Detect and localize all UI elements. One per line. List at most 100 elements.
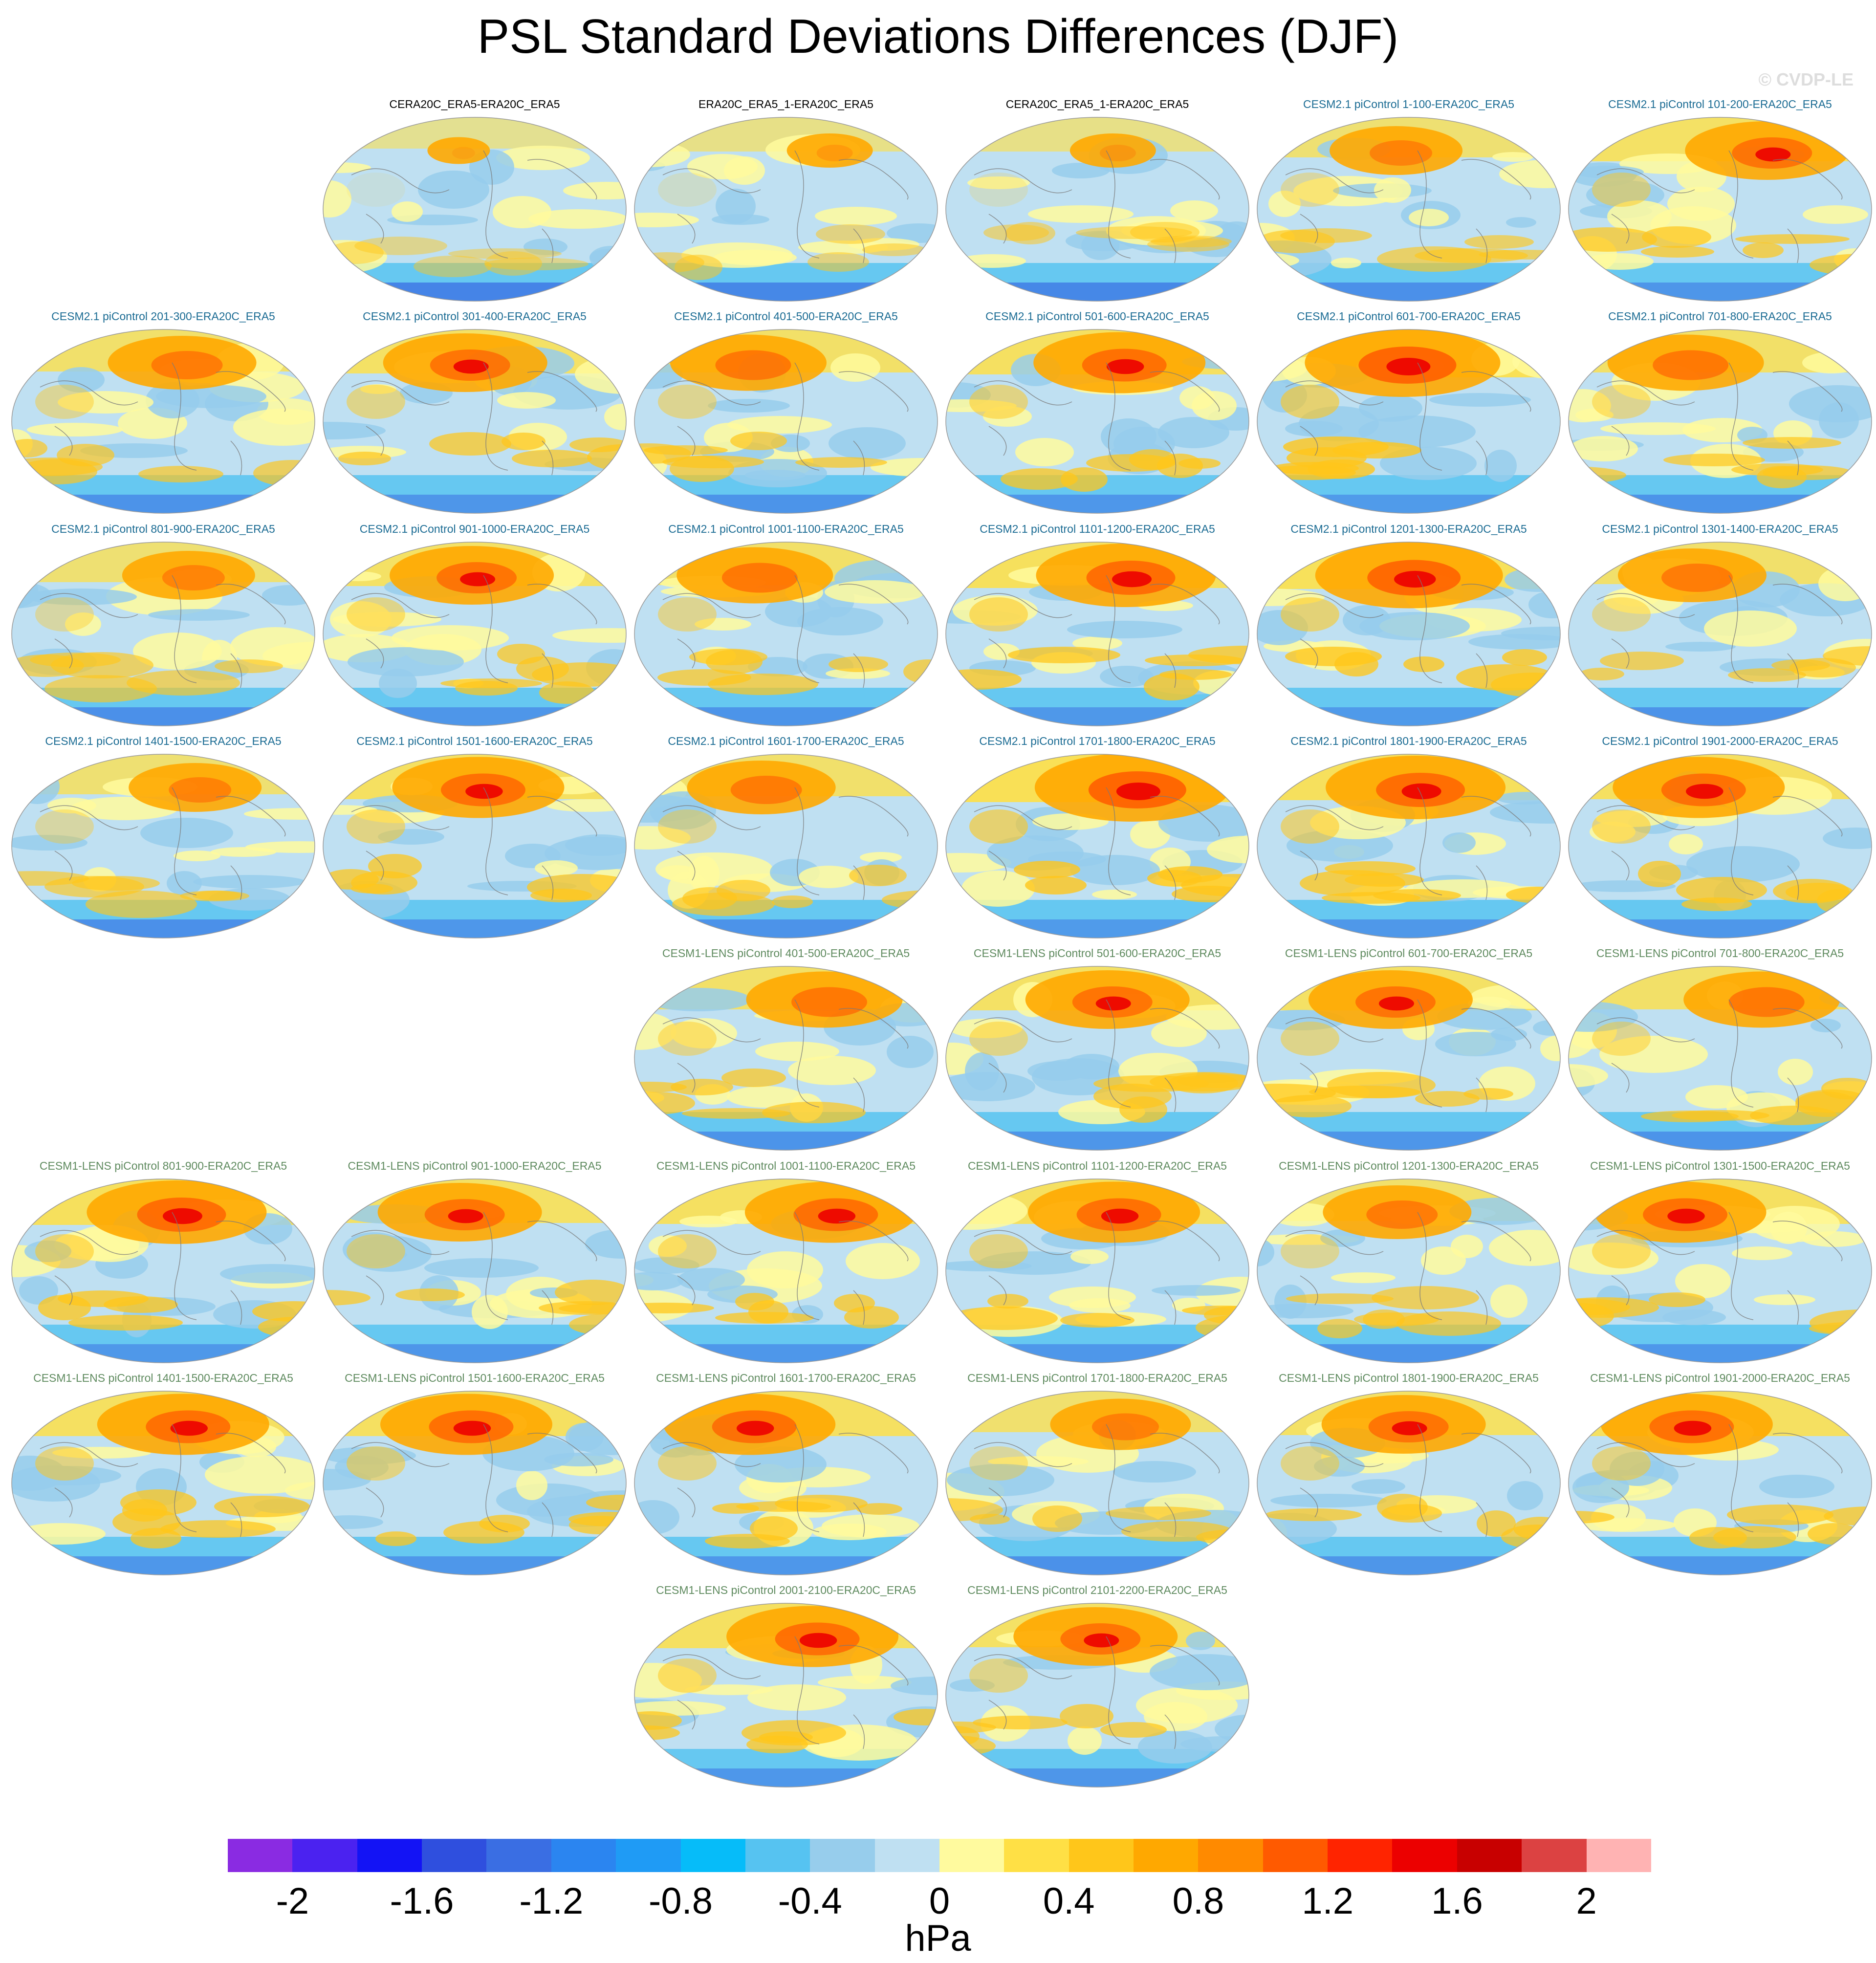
map-panel: CESM2.1 piControl 101-200-ERA20C_ERA5 [1565,98,1876,308]
panel-title: CESM1-LENS piControl 1601-1700-ERA20C_ER… [656,1372,916,1384]
global-map [945,1178,1249,1363]
colorbar-tick-label: -0.8 [649,1880,713,1922]
panel-title: CESM2.1 piControl 1701-1800-ERA20C_ERA5 [979,735,1216,747]
map-panel: CESM1-LENS piControl 601-700-ERA20C_ERA5 [1253,947,1564,1157]
map-panel: CESM2.1 piControl 501-600-ERA20C_ERA5 [942,310,1253,520]
map-panel: CESM1-LENS piControl 401-500-ERA20C_ERA5 [631,947,941,1157]
map-panel: CESM2.1 piControl 301-400-ERA20C_ERA5 [319,310,630,520]
panel-title: CESM1-LENS piControl 2001-2100-ERA20C_ER… [656,1584,916,1596]
map-panel: CESM1-LENS piControl 1901-2000-ERA20C_ER… [1565,1372,1876,1582]
colorbar-box [1586,1839,1651,1872]
colorbar-tick-label: 1.2 [1302,1880,1353,1922]
map-panel: CESM2.1 piControl 901-1000-ERA20C_ERA5 [319,523,630,733]
colorbar-box [1522,1839,1587,1872]
map-panel: CESM2.1 piControl 1301-1400-ERA20C_ERA5 [1565,523,1876,733]
panel-title: CESM2.1 piControl 401-500-ERA20C_ERA5 [674,310,898,323]
global-map [945,329,1249,514]
global-map [323,754,627,938]
panel-title: CESM2.1 piControl 1401-1500-ERA20C_ERA5 [45,735,282,747]
colorbar [228,1839,1651,1872]
colorbar-box [874,1839,939,1872]
panel-title: CESM1-LENS piControl 1301-1500-ERA20C_ER… [1590,1159,1850,1172]
colorbar-tick-label: -1.6 [390,1880,454,1922]
map-panel: CESM2.1 piControl 201-300-ERA20C_ERA5 [8,310,319,520]
panel-title: CESM1-LENS piControl 601-700-ERA20C_ERA5 [1285,947,1533,960]
colorbar-box [680,1839,745,1872]
global-map [634,1391,938,1575]
panel-title: CESM2.1 piControl 1101-1200-ERA20C_ERA5 [980,523,1215,535]
map-panel: CESM1-LENS piControl 2101-2200-ERA20C_ER… [942,1584,1253,1794]
global-map [634,966,938,1151]
global-map [11,754,315,938]
colorbar-box [1392,1839,1457,1872]
map-panel: CESM2.1 piControl 1901-2000-ERA20C_ERA5 [1565,735,1876,945]
map-panel: CESM1-LENS piControl 701-800-ERA20C_ERA5 [1565,947,1876,1157]
map-panel: CESM1-LENS piControl 2001-2100-ERA20C_ER… [631,1584,941,1794]
colorbar-tick-label: 2 [1576,1880,1597,1922]
global-map [323,329,627,514]
colorbar-box [1328,1839,1393,1872]
map-panel: CESM2.1 piControl 1401-1500-ERA20C_ERA5 [8,735,319,945]
global-map [323,1391,627,1575]
colorbar-box [486,1839,551,1872]
colorbar-tick-label: 0 [929,1880,950,1922]
panel-title: CESM2.1 piControl 301-400-ERA20C_ERA5 [363,310,587,323]
colorbar-units: hPa [905,1918,971,1959]
colorbar-box [1198,1839,1263,1872]
panel-title: CESM2.1 piControl 201-300-ERA20C_ERA5 [51,310,275,323]
global-map [323,117,627,302]
panel-title: CESM1-LENS piControl 1101-1200-ERA20C_ER… [967,1159,1227,1172]
map-panel: CERA20C_ERA5-ERA20C_ERA5 [319,98,630,308]
panel-title: CESM2.1 piControl 701-800-ERA20C_ERA5 [1608,310,1832,323]
colorbar-tick-label: -1.2 [519,1880,584,1922]
colorbar-box [1134,1839,1199,1872]
global-map [1257,966,1561,1151]
panel-title: CESM2.1 piControl 801-900-ERA20C_ERA5 [51,523,275,535]
map-panel: CESM2.1 piControl 401-500-ERA20C_ERA5 [631,310,941,520]
global-map [634,117,938,302]
panel-title: CESM2.1 piControl 1601-1700-ERA20C_ERA5 [668,735,904,747]
map-panel: CESM1-LENS piControl 801-900-ERA20C_ERA5 [8,1159,319,1370]
global-map [1568,329,1872,514]
map-panel: CESM1-LENS piControl 1101-1200-ERA20C_ER… [942,1159,1253,1370]
map-panel: CESM2.1 piControl 701-800-ERA20C_ERA5 [1565,310,1876,520]
panel-title: CESM1-LENS piControl 2101-2200-ERA20C_ER… [967,1584,1227,1596]
global-map [1568,1178,1872,1363]
map-panel: CESM1-LENS piControl 1201-1300-ERA20C_ER… [1253,1159,1564,1370]
panel-title: CESM2.1 piControl 1501-1600-ERA20C_ERA5 [356,735,593,747]
global-map [11,1391,315,1575]
global-map [323,1178,627,1363]
panel-title: CESM2.1 piControl 601-700-ERA20C_ERA5 [1297,310,1521,323]
map-panel: CESM2.1 piControl 1001-1100-ERA20C_ERA5 [631,523,941,733]
global-map [945,542,1249,726]
colorbar-box [745,1839,810,1872]
global-map [945,1603,1249,1788]
panel-title: CESM2.1 piControl 1-100-ERA20C_ERA5 [1303,98,1515,110]
map-panel: CESM2.1 piControl 1801-1900-ERA20C_ERA5 [1253,735,1564,945]
map-panel: CESM2.1 piControl 601-700-ERA20C_ERA5 [1253,310,1564,520]
global-map [634,754,938,938]
global-map [1568,754,1872,938]
colorbar-box [810,1839,875,1872]
global-map [945,1391,1249,1575]
map-panel: CESM2.1 piControl 1701-1800-ERA20C_ERA5 [942,735,1253,945]
colorbar-tick-label: -2 [276,1880,309,1922]
colorbar-box [1069,1839,1134,1872]
map-panel: CESM1-LENS piControl 1801-1900-ERA20C_ER… [1253,1372,1564,1582]
global-map [945,966,1249,1151]
panel-title: CESM1-LENS piControl 801-900-ERA20C_ERA5 [39,1159,287,1172]
panel-title: CESM1-LENS piControl 501-600-ERA20C_ERA5 [973,947,1222,960]
map-panel: CESM1-LENS piControl 1701-1800-ERA20C_ER… [942,1372,1253,1582]
global-map [1568,1391,1872,1575]
global-map [1568,966,1872,1151]
colorbar-box [1457,1839,1522,1872]
global-map [634,542,938,726]
global-map [1257,542,1561,726]
colorbar-tick-label: 1.6 [1431,1880,1483,1922]
panel-title: CESM2.1 piControl 901-1000-ERA20C_ERA5 [359,523,590,535]
global-map [634,329,938,514]
panel-title: CESM1-LENS piControl 901-1000-ERA20C_ERA… [348,1159,602,1172]
global-map [1257,1391,1561,1575]
global-map [945,754,1249,938]
panel-title: CERA20C_ERA5-ERA20C_ERA5 [389,98,560,110]
